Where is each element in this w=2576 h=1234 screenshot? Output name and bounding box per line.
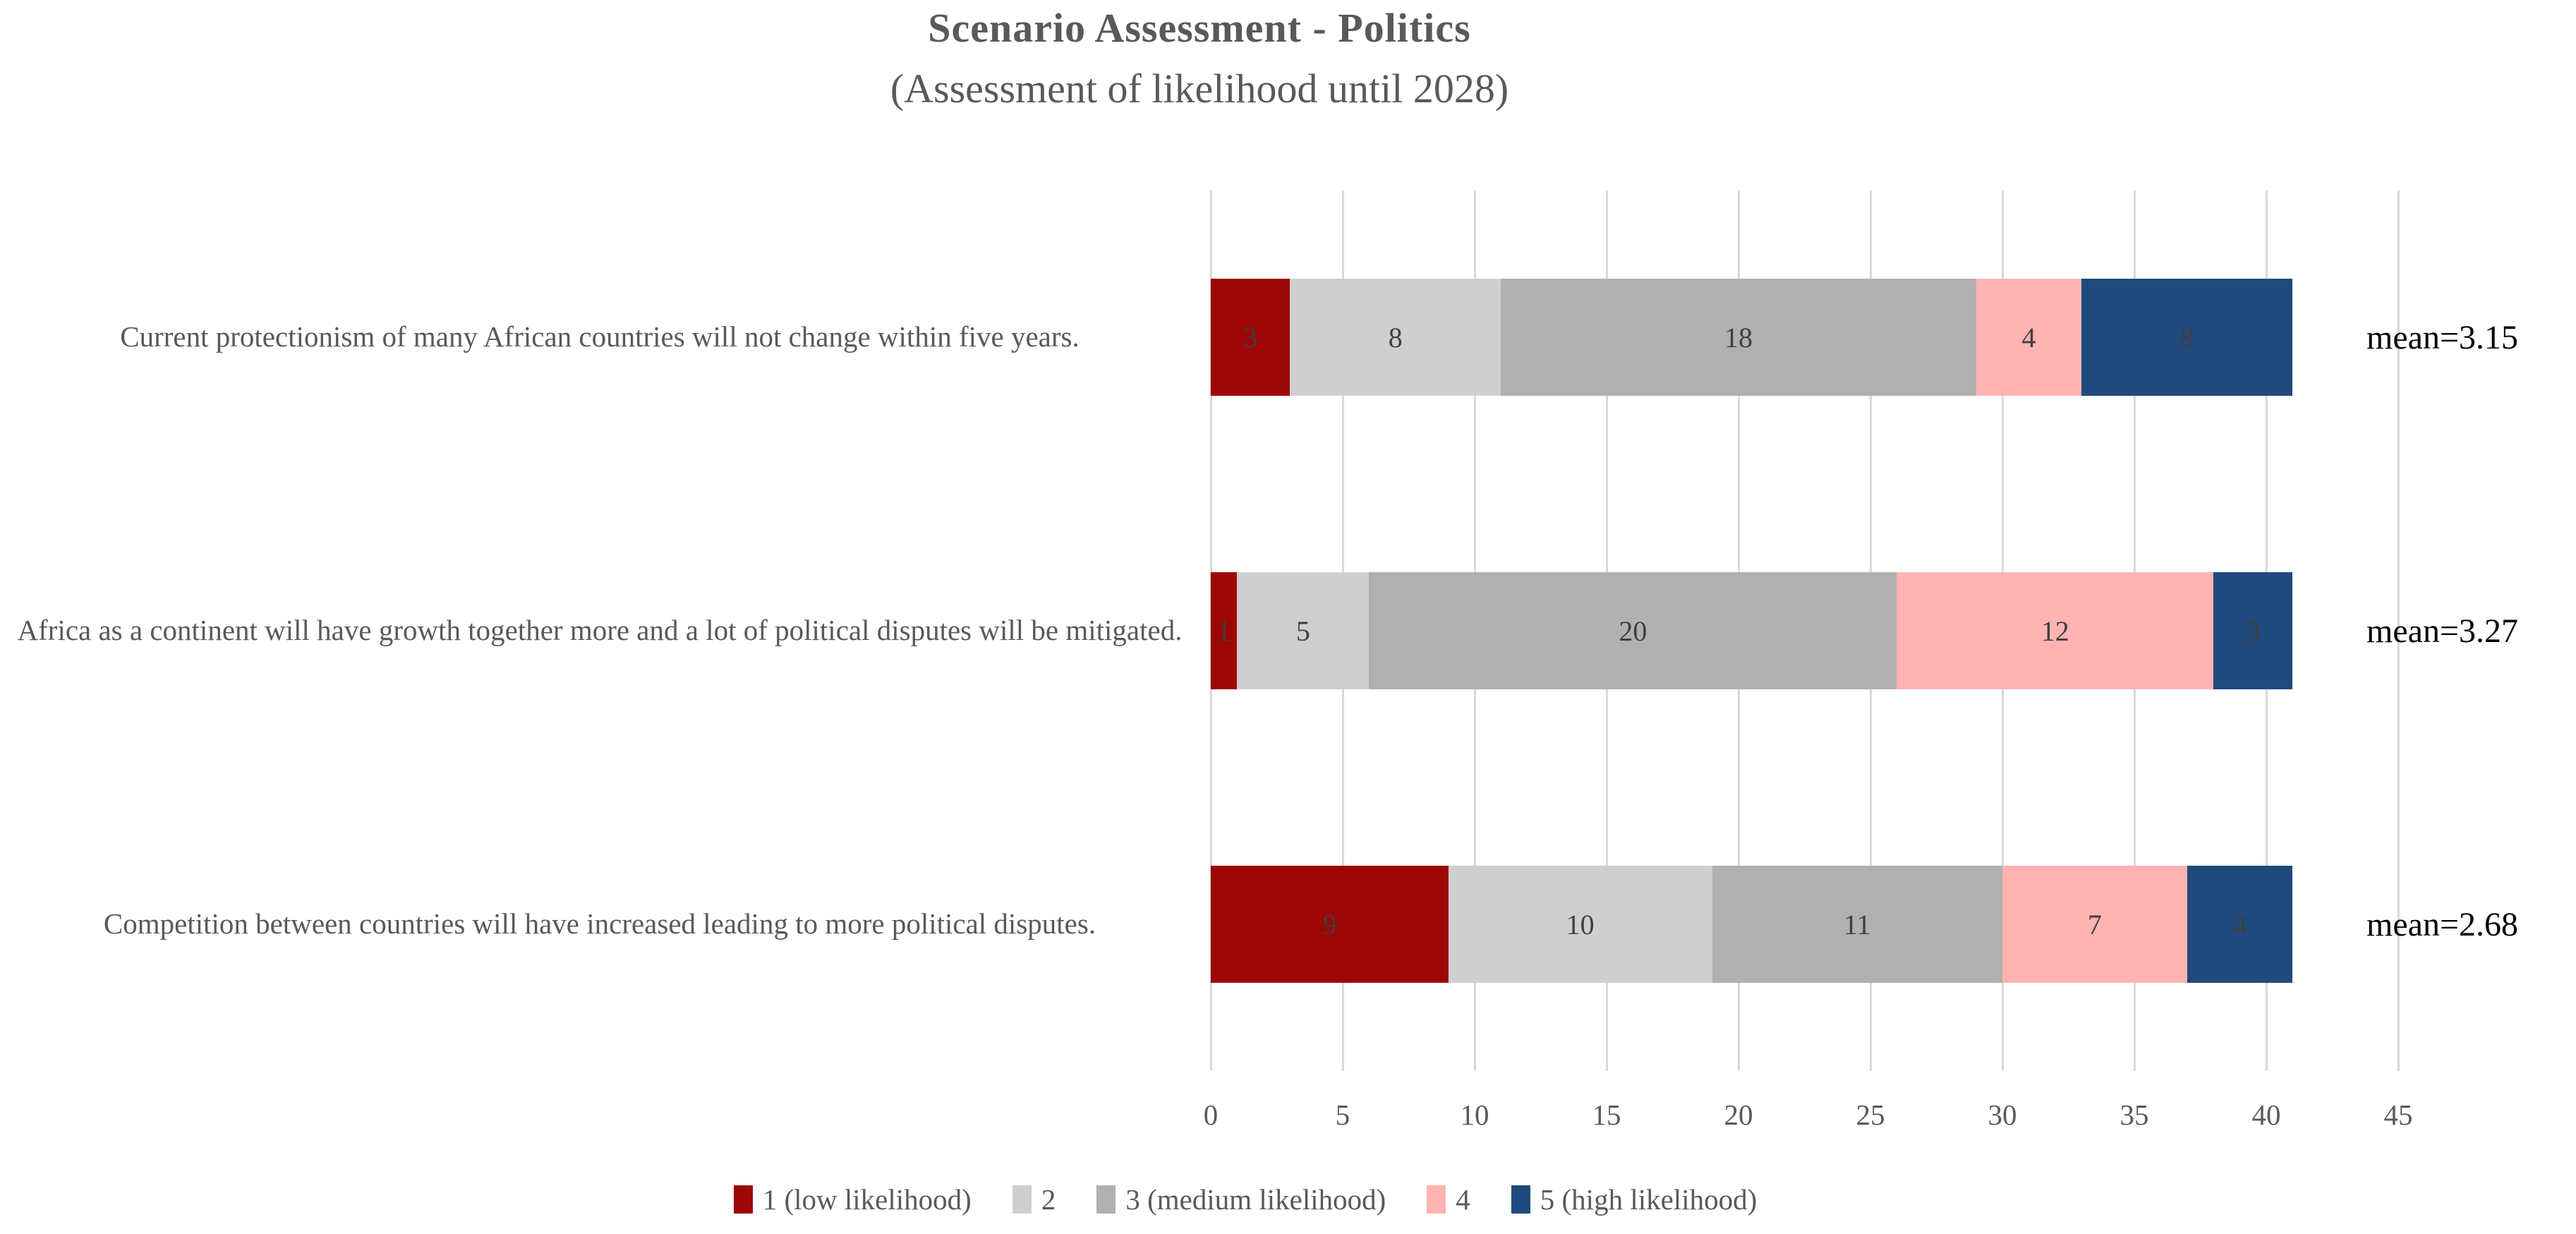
- legend-label: 3 (medium likelihood): [1125, 1183, 1386, 1216]
- bar-segment: 11: [1712, 866, 2002, 983]
- segment-value-label: 20: [1619, 615, 1647, 647]
- x-axis-tick-label: 25: [1856, 1099, 1885, 1131]
- segment-value-label: 18: [1724, 321, 1753, 353]
- segment-value-label: 3: [2246, 615, 2261, 647]
- segment-value-label: 5: [1295, 615, 1310, 647]
- legend-item: 2: [1012, 1182, 1056, 1216]
- segment-value-label: 12: [2040, 615, 2069, 647]
- legend-label: 5 (high likelihood): [1540, 1183, 1758, 1216]
- bar-segment: 8: [1290, 279, 1501, 396]
- mean-label: mean=3.27: [2366, 612, 2519, 650]
- segment-value-label: 9: [1322, 908, 1337, 940]
- segment-value-label: 4: [2232, 908, 2247, 940]
- segment-value-label: 8: [2179, 321, 2194, 353]
- category-label: Competition between countries will have …: [103, 907, 1096, 940]
- legend-label: 4: [1456, 1183, 1470, 1216]
- legend-swatch-icon: [1012, 1185, 1032, 1214]
- bar-segment: 5: [1237, 572, 1369, 689]
- x-axis-tick-label: 20: [1724, 1099, 1753, 1131]
- legend-item: 5 (high likelihood): [1511, 1182, 1757, 1216]
- legend-swatch-icon: [1096, 1185, 1116, 1214]
- x-axis-tick-label: 35: [2120, 1099, 2149, 1131]
- mean-label: mean=2.68: [2366, 905, 2519, 943]
- chart-title: Scenario Assessment - Politics: [928, 5, 1471, 51]
- bar-segment: 10: [1448, 866, 1712, 983]
- bar-segment: 8: [2081, 279, 2293, 396]
- segment-value-label: 7: [2087, 908, 2102, 940]
- segment-value-label: 8: [1388, 321, 1403, 353]
- legend-swatch-icon: [733, 1185, 753, 1214]
- segment-value-label: 11: [1844, 908, 1871, 940]
- legend: 1 (low likelihood) 2 3 (medium likelihood)…: [0, 1182, 2491, 1216]
- x-axis-tick-label: 45: [2383, 1099, 2413, 1131]
- x-axis-tick-label: 40: [2251, 1099, 2281, 1131]
- bar-segment: 12: [1897, 572, 2214, 689]
- bar-segment: 20: [1369, 572, 1897, 689]
- x-axis-tick-label: 15: [1592, 1099, 1621, 1131]
- stacked-bar: 3 8 18 4 8: [1211, 279, 2293, 396]
- segment-value-label: 1: [1216, 615, 1231, 647]
- legend-item: 4: [1427, 1182, 1470, 1216]
- x-axis-tick-label: 5: [1335, 1099, 1350, 1131]
- stacked-bar: 9 10 11 7 4: [1211, 866, 2293, 983]
- stacked-bar: 1 5 20 12 3: [1211, 572, 2293, 689]
- bar-segment: 4: [1976, 279, 2082, 396]
- bar-segment: 9: [1211, 866, 1449, 983]
- bar-segment: 3: [2213, 572, 2293, 689]
- bar-segment: 18: [1501, 279, 1976, 396]
- legend-label: 2: [1041, 1183, 1056, 1216]
- mean-label: mean=3.15: [2366, 318, 2519, 356]
- legend-label: 1 (low likelihood): [762, 1183, 972, 1216]
- legend-item: 1 (low likelihood): [733, 1182, 972, 1216]
- bar-segment: 3: [1211, 279, 1290, 396]
- segment-value-label: 4: [2021, 321, 2036, 353]
- bar-segment: 4: [2187, 866, 2293, 983]
- legend-item: 3 (medium likelihood): [1096, 1182, 1386, 1216]
- x-axis-tick-label: 0: [1203, 1099, 1219, 1131]
- bar-segment: 1: [1211, 572, 1238, 689]
- bar-segment: 7: [2002, 866, 2187, 983]
- segment-value-label: 10: [1566, 908, 1595, 940]
- legend-swatch-icon: [1511, 1185, 1530, 1214]
- x-axis-tick-label: 30: [1988, 1099, 2017, 1131]
- legend-swatch-icon: [1427, 1185, 1446, 1214]
- x-axis-tick-label: 10: [1460, 1099, 1489, 1131]
- category-label: Africa as a continent will have growth t…: [17, 614, 1183, 647]
- chart-subtitle: (Assessment of likelihood until 2028): [890, 66, 1509, 111]
- segment-value-label: 3: [1243, 321, 1258, 353]
- category-label: Current protectionism of many African co…: [120, 320, 1080, 353]
- gridline-x45: [2397, 190, 2400, 1071]
